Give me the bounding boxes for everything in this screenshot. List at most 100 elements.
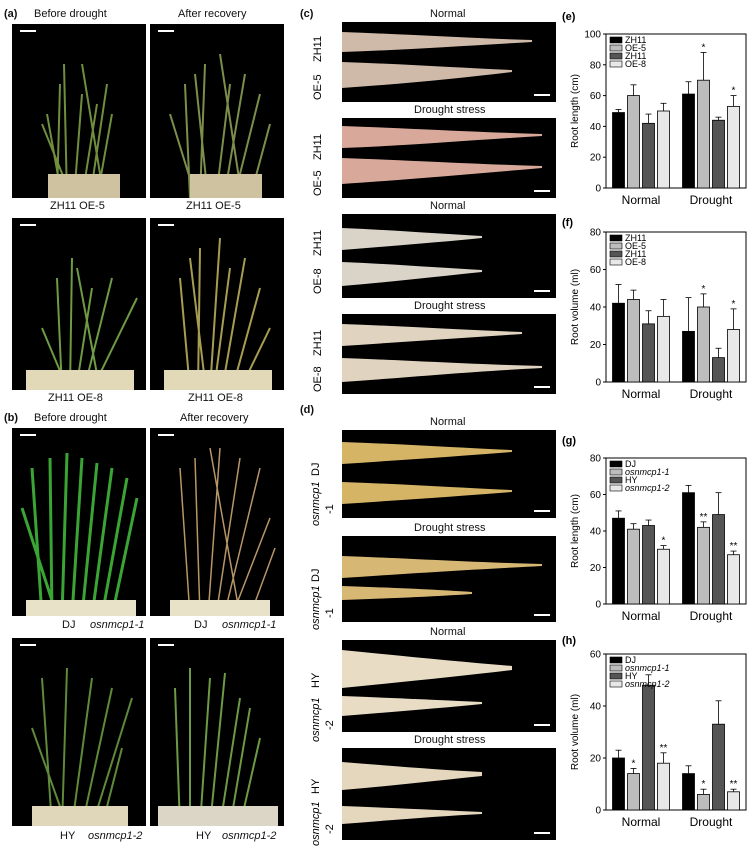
panel-c-drought-1: Drought stress [414,104,486,116]
chart-f: (f) 0 20 40 60 80 Root volume (ml) Normal * * Drou… [560,214,756,414]
y-tick-label: 0 [595,806,601,817]
bar [682,330,695,383]
legend-swatch [609,52,623,60]
legend-swatch [609,484,623,492]
legend-swatch [609,36,623,44]
legend-label: ZH11 [625,249,646,259]
panel-b-title-left: Before drought [34,412,107,424]
scale-bar [534,832,550,834]
bar [727,105,740,189]
bar [727,329,740,383]
bar [627,773,640,811]
photo-b-after-hy [150,638,284,826]
x-category-label: Normal [622,387,661,401]
panel-a-title-left: Before drought [34,8,107,20]
label-d-2c: -1 [324,608,336,618]
chart-f-letter: (f) [562,217,573,229]
x-category-label: Drought [690,815,733,829]
bar [682,773,695,811]
y-axis-label: Root length (cm) [570,494,581,568]
scale-bar [20,30,36,32]
root-illustration [342,650,550,726]
legend-label: ZH11 [625,35,646,45]
root-illustration [342,442,550,512]
legend-label: OE-8 [625,59,646,69]
root-photo-d-4 [342,748,556,840]
chart-f-svg: (f) 0 20 40 60 80 Root volume (ml) Normal * * Drou… [562,217,747,401]
chart-h: (h) 0 20 40 60 Root volume (ml) * ** Normal * ** Dr… [560,632,756,848]
legend-swatch [609,656,623,664]
label-b-row2-left-b: osnmcp1-2 [88,830,143,842]
bar [612,757,625,811]
y-tick-label: 80 [590,228,602,239]
scale-bar [534,510,550,512]
y-tick-label: 0 [595,378,601,389]
bar [682,492,695,605]
photo-b-before-dj [12,428,146,616]
bar [627,95,640,189]
panel-a-letter: (a) [4,8,18,20]
bar [642,684,655,811]
label-d-3c: -2 [324,720,336,730]
legend-label: osnmcp1-1 [625,663,670,673]
panel-d-drought-1: Drought stress [414,522,486,534]
label-b-row2-right-a: HY [196,830,212,842]
root-illustration [342,228,550,292]
scale-bar [20,644,36,646]
bar [612,112,625,189]
x-category-label: Drought [690,193,733,207]
legend-swatch [609,680,623,688]
label-b-row1-left-b: osnmcp1-1 [90,619,145,631]
scale-bar [158,30,174,32]
root-photo-c-1 [342,22,556,102]
bar [712,514,725,605]
root-illustration [342,556,550,616]
significance-mark: ** [660,743,668,754]
legend-label: osnmcp1-2 [625,679,670,689]
chart-e-letter: (e) [562,11,576,23]
x-category-label: Normal [622,815,661,829]
bar [657,110,670,189]
legend-label: DJ [625,655,636,665]
significance-mark: ** [700,512,708,523]
label-c-3b: OE-8 [312,268,324,294]
legend-label: ZH11 [625,51,646,61]
label-b-row2-right-b: osnmcp1-2 [222,830,277,842]
legend-swatch [609,234,623,242]
significance-mark: ** [730,541,738,552]
significance-mark: ** [730,779,738,790]
bar [627,528,640,605]
scale-bar [534,614,550,616]
root-illustration [342,762,550,834]
bar [612,517,625,605]
panel-d-normal-2: Normal [430,626,466,638]
scale-bar [534,724,550,726]
photo-a-before-oe8 [12,218,146,390]
bar [657,762,670,811]
label-c-4b: OE-8 [312,366,324,392]
bar [657,315,670,383]
label-c-4a: ZH11 [312,329,324,356]
y-tick-label: 40 [590,527,602,538]
plot-frame [605,653,747,811]
scale-bar [158,434,174,436]
bar [712,119,725,189]
label-d-1b: osnmcp1 [310,481,322,526]
panel-c-normal-2: Normal [430,200,466,212]
legend-swatch [609,60,623,68]
plant-illustration [20,434,139,616]
chart-g: (g) 0 20 40 60 80 Root length (cm) * Normal ** ** D… [560,432,756,630]
panel-d-drought-2: Drought stress [414,734,486,746]
root-photo-d-2 [342,536,556,622]
significance-mark: * [702,779,706,790]
legend-swatch [609,664,623,672]
photo-a-after-oe8 [150,218,284,390]
significance-mark: * [632,758,636,769]
legend-label: DJ [625,459,636,469]
label-c-1b: OE-5 [312,74,324,100]
legend-label: HY [625,671,638,681]
y-axis-label: Root volume (ml) [570,269,581,345]
root-illustration [342,324,550,388]
plot-frame [605,33,747,189]
